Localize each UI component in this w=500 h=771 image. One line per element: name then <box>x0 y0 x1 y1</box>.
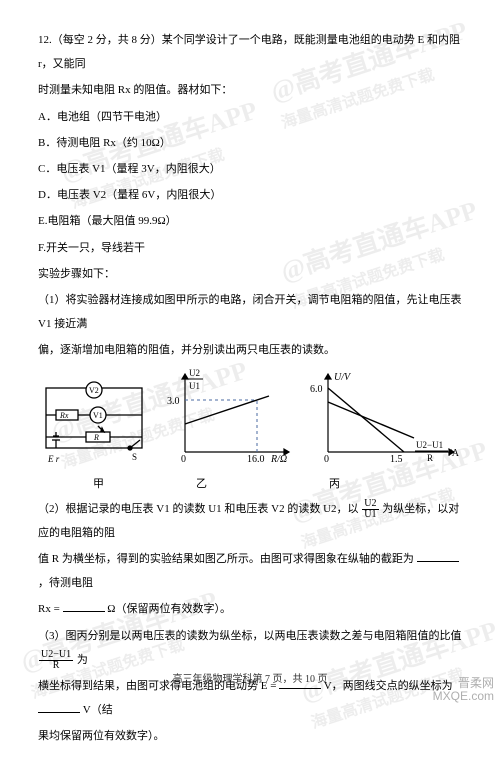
svg-text:U2−U1: U2−U1 <box>416 440 443 450</box>
svg-text:3.0: 3.0 <box>167 396 180 407</box>
p2f: Ω（保留两位有效数字）。 <box>107 603 231 615</box>
p3a: （3）图丙分别是以两电压表的读数为纵坐标，以两电压表读数之差与电阻箱阻值的比值 <box>38 630 462 642</box>
svg-text:U2: U2 <box>189 368 200 378</box>
page-footer: 高三年级物理学科第 7 页，共 10 页 <box>0 670 500 685</box>
q12-p2-line1: （2）根据记录的电压表 V1 的读数 U1 和电压表 V2 的读数 U2，以 U… <box>38 497 462 545</box>
svg-text:/A: /A <box>449 448 460 459</box>
p2d: ，待测电阻 <box>38 577 93 589</box>
figure-row: E r S V2 Rx V1 R <box>38 368 462 468</box>
figure-captions: 甲 乙 丙 <box>93 472 462 496</box>
frac-u2u1: U2U1 <box>362 499 378 520</box>
corner-l1: 晋柔网 <box>433 677 494 690</box>
svg-text:R/Ω: R/Ω <box>270 454 287 465</box>
q12-optD: D．电压表 V2（量程 6V，内阻很大） <box>38 183 462 207</box>
svg-text:0: 0 <box>324 454 329 465</box>
svg-text:1.5: 1.5 <box>390 454 403 465</box>
q12-optC: C．电压表 V1（量程 3V，内阻很大） <box>38 157 462 181</box>
blank-rx <box>63 600 105 612</box>
p2a: （2）根据记录的电压表 V1 的读数 U1 和电压表 V2 的读数 U2，以 <box>38 503 359 515</box>
page-content: 12.（每空 2 分，共 8 分）某个同学设计了一个电路，既能测量电池组的电动势… <box>0 0 500 771</box>
svg-text:Rx: Rx <box>59 411 69 420</box>
svg-text:6.0: 6.0 <box>310 384 323 395</box>
q12-step: 实验步骤如下： <box>38 262 462 286</box>
svg-text:V2: V2 <box>89 386 99 395</box>
q12-optE: E.电阻箱（最大阻值 99.9Ω） <box>38 209 462 233</box>
figure-bing-graph: U/V 6.0 0 1.5 U2−U1 R /A <box>304 368 462 468</box>
svg-text:S: S <box>132 452 137 462</box>
corner-l2: MXQE.com <box>433 690 494 703</box>
p2c: 值 R 为横坐标，得到的实验结果如图乙所示。由图可求得图象在纵轴的截距为 <box>38 553 414 565</box>
corner-mark: 晋柔网 MXQE.com <box>433 677 494 703</box>
svg-text:V1: V1 <box>93 411 103 420</box>
q12-p1b: 偏，逐渐增加电阻箱的阻值，并分别读出两只电压表的读数。 <box>38 338 462 362</box>
blank-intercept <box>417 550 459 562</box>
q12-optA: A．电池组（四节干电池） <box>38 105 462 129</box>
figure-yi-graph: U2 U1 3.0 0 16.0 R/Ω <box>157 368 296 468</box>
p3b: 为 <box>77 654 88 666</box>
q12-p3-line3: 果均保留两位有效数字）。 <box>38 724 462 748</box>
svg-text:R: R <box>93 433 99 442</box>
svg-text:U/V: U/V <box>334 372 352 383</box>
svg-text:0: 0 <box>181 454 186 465</box>
q12-p2-line3: Rx = Ω（保留两位有效数字）。 <box>38 597 462 621</box>
figure-jia-circuit: E r S V2 Rx V1 R <box>38 380 149 468</box>
svg-text:16.0: 16.0 <box>247 454 265 465</box>
frac-diff: U2−U1R <box>39 650 73 671</box>
p3e: V（结 <box>83 704 113 716</box>
q12-p3-line1: （3）图丙分别是以两电压表的读数为纵坐标，以两电压表读数之差与电阻箱阻值的比值 … <box>38 624 462 672</box>
q12-stem-line1: 12.（每空 2 分，共 8 分）某个同学设计了一个电路，既能测量电池组的电动势… <box>38 28 462 76</box>
cap-yi: 乙 <box>196 472 207 496</box>
cap-bing: 丙 <box>329 472 340 496</box>
q12-stem-line2: 时测量未知电阻 Rx 的阻值。器材如下： <box>38 78 462 102</box>
q12-optB: B．待测电阻 Rx（约 10Ω） <box>38 131 462 155</box>
q12-p2-line2: 值 R 为横坐标，得到的实验结果如图乙所示。由图可求得图象在纵轴的截距为 ，待测… <box>38 547 462 595</box>
cap-jia: 甲 <box>93 472 104 496</box>
q12-optF: F.开关一只，导线若干 <box>38 236 462 260</box>
q12-p1a: （1）将实验器材连接成如图甲所示的电路，闭合开关，调节电阻箱的阻值，先让电压表 … <box>38 288 462 336</box>
svg-text:E r: E r <box>47 454 60 464</box>
svg-text:U1: U1 <box>189 381 200 391</box>
p2e: Rx = <box>38 603 60 615</box>
blank-cross <box>38 701 80 713</box>
svg-text:R: R <box>427 453 433 463</box>
